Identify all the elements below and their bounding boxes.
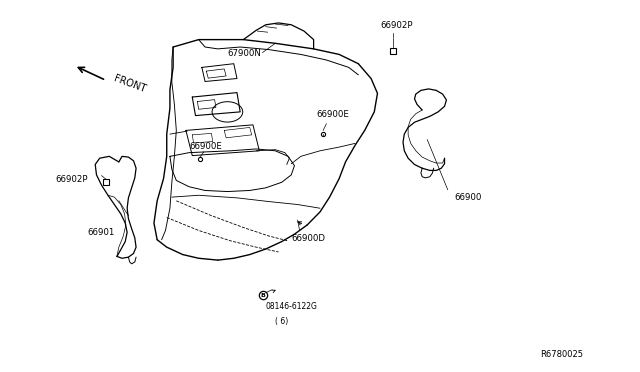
Text: 66900E: 66900E bbox=[189, 142, 222, 151]
Text: 67900N: 67900N bbox=[227, 49, 261, 58]
Text: 66901: 66901 bbox=[87, 228, 115, 237]
Text: 66900E: 66900E bbox=[317, 110, 349, 119]
Text: B: B bbox=[260, 293, 265, 298]
Text: R6780025: R6780025 bbox=[540, 350, 583, 359]
Text: 08146-6122G: 08146-6122G bbox=[266, 302, 317, 311]
Text: 66900: 66900 bbox=[454, 193, 481, 202]
Text: 66900D: 66900D bbox=[291, 234, 325, 243]
Text: 66902P: 66902P bbox=[55, 175, 88, 184]
Text: ( 6): ( 6) bbox=[275, 317, 289, 326]
Text: FRONT: FRONT bbox=[113, 74, 147, 94]
Text: 66902P: 66902P bbox=[381, 21, 413, 31]
